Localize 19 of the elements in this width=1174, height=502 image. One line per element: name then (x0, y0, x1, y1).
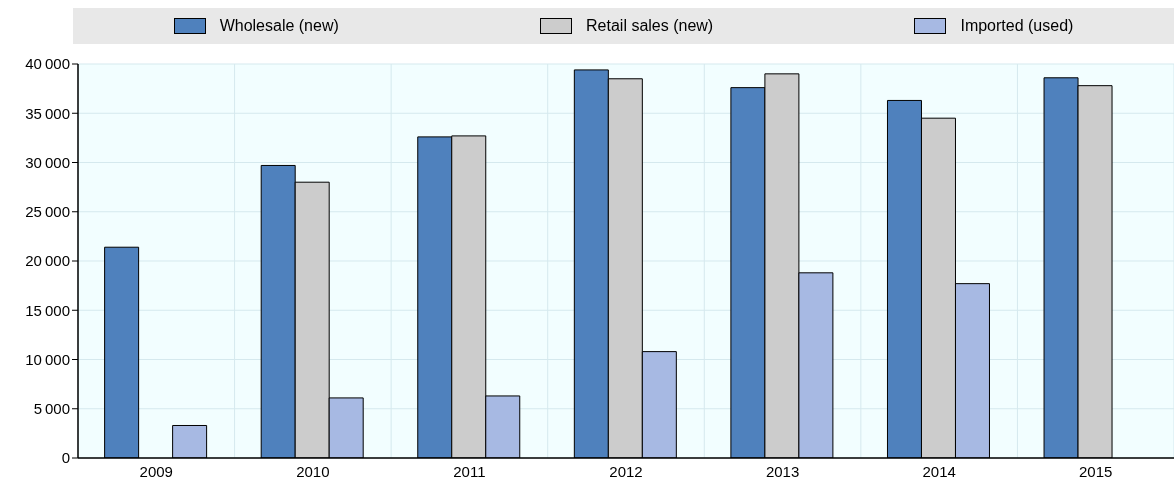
y-tick-label: 15 000 (25, 301, 70, 319)
x-tick-label: 2015 (1079, 462, 1113, 480)
x-tick-label: 2009 (139, 462, 173, 480)
legend-label: Wholesale (new) (219, 17, 339, 35)
x-tick-label: 2010 (296, 462, 330, 480)
y-tick-label: 40 000 (25, 55, 70, 73)
y-tick-label: 30 000 (25, 153, 70, 171)
y-tick-label: 25 000 (25, 203, 70, 221)
y-tick-label: 20 000 (25, 252, 70, 270)
x-tick-label: 2013 (765, 462, 800, 480)
x-tick-label: 2014 (922, 462, 956, 480)
x-tick-label: 2012 (609, 462, 643, 480)
x-tick-label: 2011 (453, 462, 486, 480)
y-tick-label: 0 (61, 449, 70, 467)
legend-label: Imported (used) (960, 17, 1074, 35)
y-tick-label: 35 000 (25, 104, 70, 122)
y-tick-label: 5 000 (33, 400, 70, 418)
legend-label: Retail sales (new) (586, 17, 714, 35)
y-tick-label: 10 000 (25, 350, 70, 368)
